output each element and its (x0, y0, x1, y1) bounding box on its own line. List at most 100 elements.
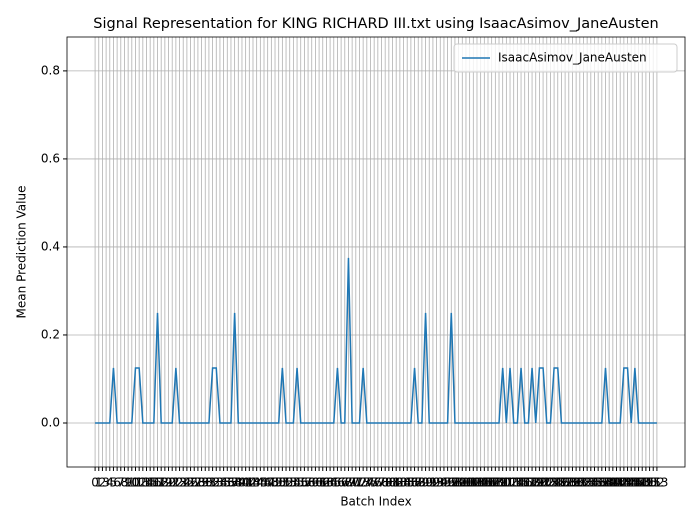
x-tick-label: 14 (139, 476, 154, 490)
x-tick-label: 113 (499, 476, 522, 490)
x-tick-label: 87 (407, 476, 422, 490)
x-tick-label: 28 (190, 476, 205, 490)
x-tick-label: 75 (363, 476, 378, 490)
x-tick-label: 72 (352, 476, 367, 490)
x-tick-label: 107 (477, 476, 500, 490)
x-tick-label: 51 (275, 476, 290, 490)
x-tick-label: 34 (212, 476, 227, 490)
x-tick-label: 55 (289, 476, 304, 490)
x-tick-label: 141 (601, 476, 624, 490)
x-tick-label: 132 (568, 476, 591, 490)
x-tick-label: 136 (583, 476, 606, 490)
x-tick-label: 78 (374, 476, 389, 490)
x-axis-label: Batch Index (340, 495, 411, 509)
x-tick-label: 41 (238, 476, 253, 490)
x-tick-label: 85 (400, 476, 415, 490)
x-tick-label: 68 (337, 476, 352, 490)
x-tick-label: 109 (484, 476, 507, 490)
chart-title: Signal Representation for KING RICHARD I… (93, 16, 658, 32)
y-tick-label: 0.6 (41, 151, 60, 165)
x-tick-label: 22 (168, 476, 183, 490)
y-axis-label: Mean Prediction Value (15, 186, 29, 319)
x-tick-label: 1 (95, 476, 103, 490)
x-tick-label: 120 (524, 476, 547, 490)
x-tick-label: 137 (587, 476, 610, 490)
x-tick-label: 86 (403, 476, 418, 490)
x-tick-label: 73 (356, 476, 371, 490)
x-tick-label: 123 (535, 476, 558, 490)
x-tick-label: 59 (304, 476, 319, 490)
x-tick-label: 92 (425, 476, 440, 490)
x-tick-label: 57 (297, 476, 312, 490)
x-tick-label: 153 (645, 476, 668, 490)
x-tick-label: 82 (389, 476, 404, 490)
x-tick-label: 54 (286, 476, 301, 490)
x-tick-label: 114 (502, 476, 525, 490)
x-tick-label: 56 (293, 476, 308, 490)
x-tick-label: 44 (249, 476, 264, 490)
x-tick-label: 131 (565, 476, 588, 490)
x-tick-label: 90 (418, 476, 433, 490)
x-tick-label: 46 (256, 476, 271, 490)
x-tick-label: 66 (330, 476, 345, 490)
x-tick-label: 27 (187, 476, 202, 490)
x-tick-label: 62 (315, 476, 330, 490)
x-tick-label: 32 (205, 476, 220, 490)
x-tick-label: 65 (326, 476, 341, 490)
x-tick-label: 24 (176, 476, 191, 490)
x-tick-label: 149 (631, 476, 654, 490)
x-tick-label: 104 (466, 476, 489, 490)
x-tick-label: 98 (447, 476, 462, 490)
x-tick-label: 134 (576, 476, 599, 490)
x-tick-label: 111 (491, 476, 514, 490)
x-tick-label: 61 (311, 476, 326, 490)
x-tick-label: 48 (264, 476, 279, 490)
x-tick-label: 119 (521, 476, 544, 490)
x-tick-label: 69 (341, 476, 356, 490)
x-tick-label: 64 (322, 476, 337, 490)
legend-box (453, 43, 678, 73)
x-tick-label: 118 (517, 476, 540, 490)
x-tick-label: 26 (183, 476, 198, 490)
x-tick-label: 50 (271, 476, 286, 490)
x-tick-label: 74 (359, 476, 374, 490)
x-tick-label: 43 (245, 476, 260, 490)
x-tick-label: 89 (414, 476, 429, 490)
x-tick-label: 116 (510, 476, 533, 490)
x-tick-label: 20 (161, 476, 176, 490)
x-tick-label: 4 (106, 476, 114, 490)
x-tick-label: 77 (370, 476, 385, 490)
x-tick-label: 138 (590, 476, 613, 490)
x-tick-label: 147 (623, 476, 646, 490)
x-tick-label: 39 (231, 476, 246, 490)
x-tick-label: 67 (333, 476, 348, 490)
x-tick-label: 0 (91, 476, 99, 490)
x-tick-label: 145 (616, 476, 639, 490)
x-tick-label: 124 (539, 476, 562, 490)
legend-label: IsaacAsimov_JaneAusten (498, 51, 647, 65)
x-tick-label: 12 (132, 476, 147, 490)
y-tick-label: 0.4 (41, 239, 60, 253)
x-tick-label: 19 (157, 476, 172, 490)
x-tick-label: 103 (462, 476, 485, 490)
x-tick-label: 140 (598, 476, 621, 490)
x-tick-label: 105 (469, 476, 492, 490)
x-tick-label: 102 (458, 476, 481, 490)
x-tick-label: 70 (344, 476, 359, 490)
x-tick-label: 112 (495, 476, 518, 490)
x-tick-label: 15 (143, 476, 158, 490)
legend: IsaacAsimov_JaneAusten (453, 43, 678, 73)
y-tick-label: 0.0 (41, 415, 60, 429)
x-tick-label: 3 (102, 476, 110, 490)
x-tick-label: 18 (154, 476, 169, 490)
x-tick-label: 52 (278, 476, 293, 490)
x-tick-label: 31 (201, 476, 216, 490)
x-tick-label: 8 (121, 476, 129, 490)
x-tick-label: 79 (378, 476, 393, 490)
plot-frame (66, 36, 686, 468)
x-tick-label: 58 (300, 476, 315, 490)
x-tick-label: 76 (367, 476, 382, 490)
x-tick-label: 129 (557, 476, 580, 490)
x-tick-label: 6 (113, 476, 121, 490)
x-tick-label: 80 (381, 476, 396, 490)
